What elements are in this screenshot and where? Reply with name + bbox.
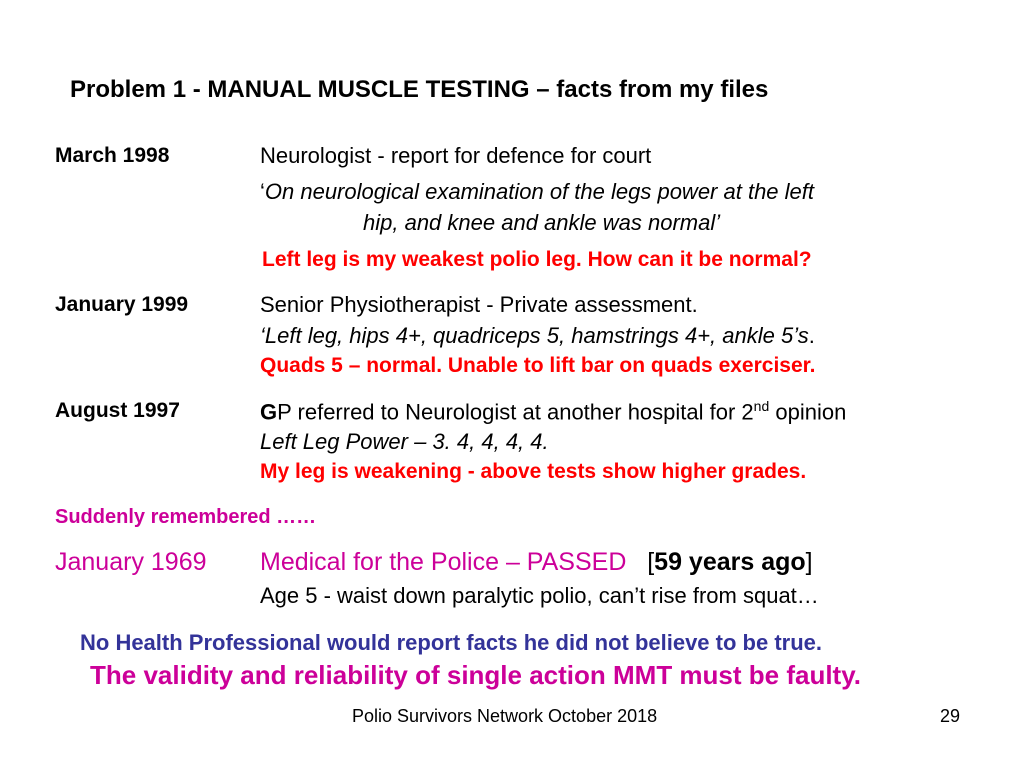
remembered-heading: Suddenly remembered …… — [55, 506, 317, 528]
police-date: January 1969 — [55, 548, 207, 577]
police-event-line: Medical for the Police – PASSED [59 year… — [260, 548, 813, 577]
entry-date: January 1999 — [55, 293, 189, 316]
police-detail: Age 5 - waist down paralytic polio, can’… — [260, 583, 819, 608]
entry-line: GP referred to Neurologist at another ho… — [260, 398, 846, 425]
bracket: [ — [647, 548, 655, 576]
entry-comment: Quads 5 – normal. Unable to lift bar on … — [260, 354, 816, 377]
date: January 1969 — [55, 548, 207, 576]
slide-title: Problem 1 - MANUAL MUSCLE TESTING – fact… — [70, 76, 769, 103]
quote-text: ‘Left leg, hips 4+, quadriceps 5, hamstr… — [260, 323, 809, 348]
entry-date: August 1997 — [55, 399, 180, 422]
years-ago: 59 years ago — [654, 548, 806, 576]
period: . — [808, 323, 815, 348]
bold-letter: G — [260, 399, 278, 425]
entry-quote: ‘On neurological examination of the legs… — [260, 179, 814, 205]
entry-line: Senior Physiotherapist - Private assessm… — [260, 292, 698, 317]
footer: Polio Survivors Network October 2018 — [352, 706, 658, 726]
quote-text: On neurological examination of the legs … — [264, 179, 814, 204]
entry-date: March 1998 — [55, 144, 170, 167]
event: Medical for the Police – PASSED — [260, 548, 627, 576]
conclusion-1: No Health Professional would report fact… — [80, 630, 822, 655]
text: P referred to Neurologist at another hos… — [277, 399, 754, 425]
entry-quote: Left Leg Power – 3. 4, 4, 4, 4. — [260, 429, 549, 454]
entry-comment: My leg is weakening - above tests show h… — [260, 460, 807, 483]
conclusion-2: The validity and reliability of single a… — [90, 660, 861, 690]
superscript: nd — [753, 398, 770, 414]
page-number: 29 — [940, 706, 961, 726]
text: opinion — [769, 399, 847, 425]
bracket: ] — [805, 548, 813, 576]
quote-mark: ‘ — [260, 179, 265, 204]
entry-line: Neurologist - report for defence for cou… — [260, 143, 652, 168]
entry-comment: Left leg is my weakest polio leg. How ca… — [262, 248, 812, 271]
entry-quote-cont: hip, and knee and ankle was normal’ — [363, 210, 721, 235]
entry-quote: ‘Left leg, hips 4+, quadriceps 5, hamstr… — [260, 323, 815, 349]
